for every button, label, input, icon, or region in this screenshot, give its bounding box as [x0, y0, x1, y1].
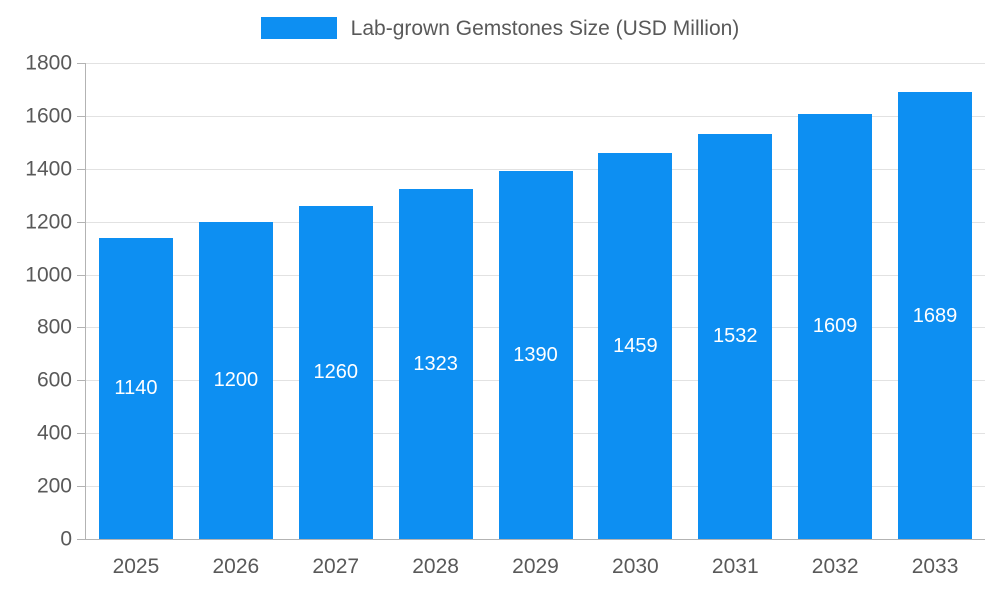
- bar-value-label: 1140: [114, 377, 158, 400]
- bar-value-label: 1532: [713, 325, 758, 348]
- y-axis-tick: [77, 486, 85, 488]
- y-axis-tick: [77, 433, 85, 435]
- bar-2026: 1200: [198, 221, 273, 539]
- legend-title: Lab-grown Gemstones Size (USD Million): [350, 16, 740, 40]
- y-axis-tick: [77, 115, 85, 117]
- bar-2027: 1260: [298, 205, 373, 539]
- y-axis-tick: [77, 539, 85, 540]
- x-axis-label: 2028: [412, 555, 459, 578]
- y-axis-label: 800: [36, 315, 72, 339]
- bar-value-label: 1459: [613, 335, 658, 358]
- y-axis-label: 200: [36, 474, 72, 498]
- gridline: [86, 168, 985, 170]
- x-axis-label: 2031: [711, 555, 759, 578]
- x-axis-label: 2032: [811, 555, 859, 578]
- gridline: [86, 63, 985, 64]
- y-axis-tick: [77, 274, 85, 276]
- bar-2033: 1689: [898, 92, 973, 539]
- y-axis-tick: [77, 221, 85, 223]
- x-axis-label: 2025: [112, 555, 160, 578]
- x-axis-label: 2026: [212, 555, 260, 578]
- y-axis-tick: [77, 168, 85, 170]
- y-axis-label: 1400: [25, 157, 72, 181]
- chart-legend[interactable]: Lab-grown Gemstones Size (USD Million): [0, 17, 1000, 39]
- y-axis-tick: [77, 327, 85, 329]
- gridline: [86, 115, 985, 117]
- bar-2031: 1532: [698, 133, 773, 539]
- plot-area: 0 200 400 600 800 1000 1200 1400 1600 1800 1140 202…: [25, 53, 985, 577]
- x-axis-label: 2029: [512, 555, 559, 578]
- bar-value-label: 1260: [313, 361, 358, 384]
- y-axis-tick: [77, 380, 85, 382]
- bar-2028: 1323: [398, 189, 473, 539]
- bar-2032: 1609: [798, 113, 873, 539]
- legend-swatch: [260, 17, 337, 39]
- x-axis-label: 2030: [612, 555, 659, 578]
- x-axis-label: 2027: [312, 555, 360, 578]
- y-axis-label: 1800: [25, 51, 72, 75]
- bar-value-label: 1390: [513, 344, 558, 367]
- x-axis-label: 2033: [911, 555, 959, 578]
- y-axis-label: 1000: [25, 263, 72, 287]
- y-axis-label: 600: [36, 368, 72, 392]
- bar-value-label: 1689: [912, 304, 958, 327]
- y-axis-tick: [77, 63, 85, 64]
- bar-2029: 1390: [498, 171, 573, 539]
- bar-2030: 1459: [598, 153, 673, 539]
- y-axis-label: 0: [60, 527, 72, 551]
- bar-2025: 1140: [98, 237, 173, 539]
- bar-value-label: 1609: [812, 315, 858, 338]
- y-axis-label: 1200: [25, 210, 72, 234]
- y-axis-label: 400: [36, 421, 72, 445]
- bar-value-label: 1200: [213, 369, 259, 392]
- y-axis-label: 1600: [25, 104, 72, 128]
- bar-value-label: 1323: [413, 353, 458, 376]
